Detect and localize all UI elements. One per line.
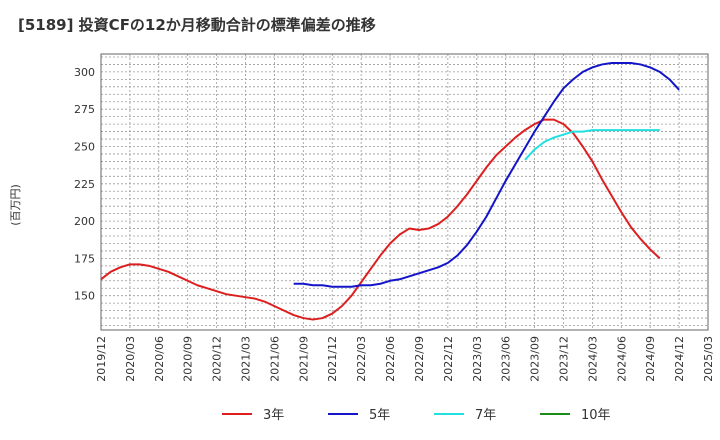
x-tick-label: 2020/12 [211, 336, 224, 382]
series-line-2 [524, 129, 660, 161]
x-tick-label: 2022/03 [355, 336, 368, 382]
x-tick-label: 2024/12 [673, 336, 686, 382]
series-line-0 [100, 118, 661, 321]
chart-title: [5189] 投資CFの12か月移動合計の標準偏差の推移 [18, 16, 376, 34]
y-tick-label: 300 [74, 66, 95, 79]
x-ticks: 2019/12 2020/03 2020/06 2020/09 2020/12 2021/… [95, 336, 715, 382]
legend: 3年 5年 7年 10年 [222, 408, 611, 423]
x-tick-label: 2024/06 [615, 336, 628, 382]
x-tick-label: 2020/06 [153, 336, 166, 382]
x-tick-label: 2021/06 [268, 336, 281, 382]
x-tick-label: 2023/06 [500, 336, 513, 382]
legend-label-2: 7年 [475, 408, 496, 423]
series-line-1 [293, 61, 680, 288]
x-tick-label: 2020/03 [124, 336, 137, 382]
x-tick-label: 2023/03 [471, 336, 484, 382]
x-tick-label: 2021/09 [297, 336, 310, 382]
legend-label-0: 3年 [263, 408, 284, 423]
x-tick-label: 2022/12 [442, 336, 455, 382]
y-tick-label: 150 [74, 290, 95, 303]
series-lines [100, 61, 680, 321]
y-tick-label: 275 [74, 103, 95, 116]
x-tick-label: 2025/03 [702, 336, 715, 382]
plot-frame [100, 53, 709, 331]
x-tick-label: 2023/09 [529, 336, 542, 382]
y-ticks: 150 175 200 225 250 275 300 [74, 66, 95, 303]
x-tick-label: 2019/12 [95, 336, 108, 382]
x-tick-label: 2022/09 [413, 336, 426, 382]
x-tick-label: 2024/03 [586, 336, 599, 382]
x-tick-label: 2024/09 [644, 336, 657, 382]
y-tick-label: 250 [74, 140, 95, 153]
x-tick-label: 2021/12 [326, 336, 339, 382]
x-tick-label: 2021/03 [240, 336, 253, 382]
y-axis-label: (百万円) [9, 184, 22, 226]
legend-label-1: 5年 [369, 408, 390, 423]
grid [100, 54, 709, 330]
y-tick-label: 175 [74, 252, 95, 265]
y-tick-label: 225 [74, 178, 95, 191]
x-tick-label: 2023/12 [557, 336, 570, 382]
x-tick-label: 2020/09 [182, 336, 195, 382]
y-tick-label: 200 [74, 215, 95, 228]
legend-label-3: 10年 [581, 408, 611, 423]
x-tick-label: 2022/06 [384, 336, 397, 382]
